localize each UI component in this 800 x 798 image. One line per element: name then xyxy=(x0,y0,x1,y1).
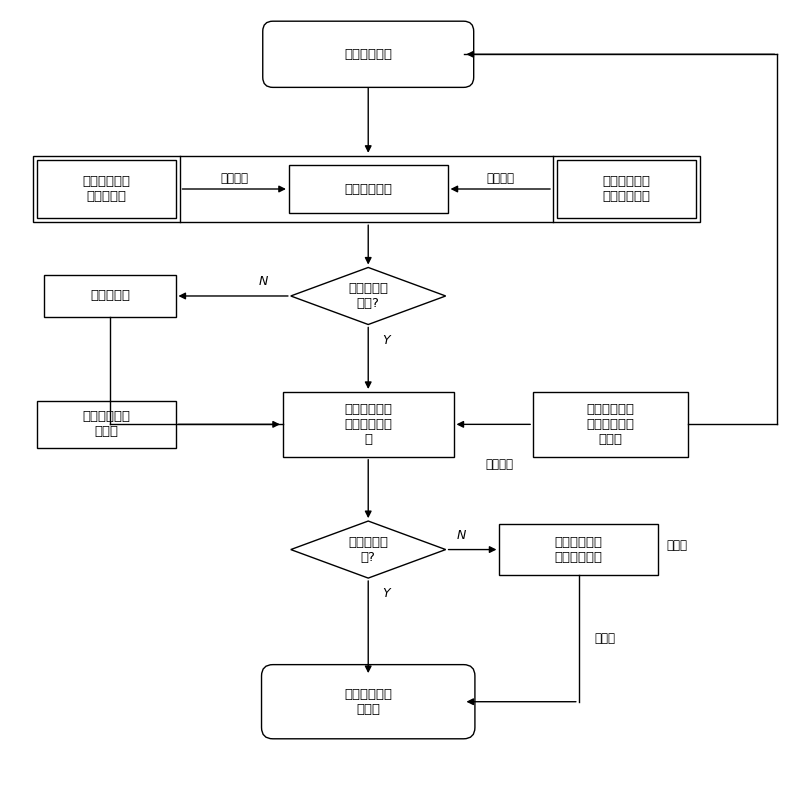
Text: 预评价: 预评价 xyxy=(594,632,616,645)
Bar xyxy=(283,392,454,456)
Text: 节能降耗措施
技术经济评价: 节能降耗措施 技术经济评价 xyxy=(554,535,602,563)
Text: 各种供电方式
下的统计线损
值: 各种供电方式 下的统计线损 值 xyxy=(344,403,392,446)
Polygon shape xyxy=(290,521,446,578)
Bar xyxy=(289,165,448,213)
FancyBboxPatch shape xyxy=(262,665,475,739)
Text: 在合理范围
否?: 在合理范围 否? xyxy=(348,535,388,563)
Bar xyxy=(45,275,175,317)
Bar xyxy=(557,160,696,218)
Polygon shape xyxy=(290,267,446,325)
Text: 计量点安装: 计量点安装 xyxy=(90,290,130,302)
Text: 静态能效分析
评价指标体系: 静态能效分析 评价指标体系 xyxy=(602,175,650,203)
Bar xyxy=(499,523,658,575)
Text: 致性分析: 致性分析 xyxy=(486,458,514,472)
Text: 实施后: 实施后 xyxy=(666,539,687,552)
Bar xyxy=(37,160,175,218)
Bar xyxy=(33,156,700,223)
Text: N: N xyxy=(258,275,268,288)
Text: 范围分析: 范围分析 xyxy=(220,172,248,185)
Text: 配电网能效评
估报告: 配电网能效评 估报告 xyxy=(344,688,392,716)
Text: 计量点是否
完善?: 计量点是否 完善? xyxy=(348,282,388,310)
Text: 统计线损口径
规范库: 统计线损口径 规范库 xyxy=(82,410,130,438)
Bar xyxy=(533,392,688,456)
FancyBboxPatch shape xyxy=(262,22,474,87)
Bar xyxy=(37,401,175,448)
Text: Y: Y xyxy=(382,334,390,347)
Text: 基于实测负荷
数据的动态能
效分析: 基于实测负荷 数据的动态能 效分析 xyxy=(586,403,634,446)
Text: 静态指标统计: 静态指标统计 xyxy=(344,183,392,196)
Text: 静态电网能效
指标范围库: 静态电网能效 指标范围库 xyxy=(82,175,130,203)
Text: 专家系统: 专家系统 xyxy=(486,172,514,185)
Text: 电网拓扑结构: 电网拓扑结构 xyxy=(344,48,392,61)
Text: Y: Y xyxy=(382,587,390,600)
Text: N: N xyxy=(457,529,466,542)
